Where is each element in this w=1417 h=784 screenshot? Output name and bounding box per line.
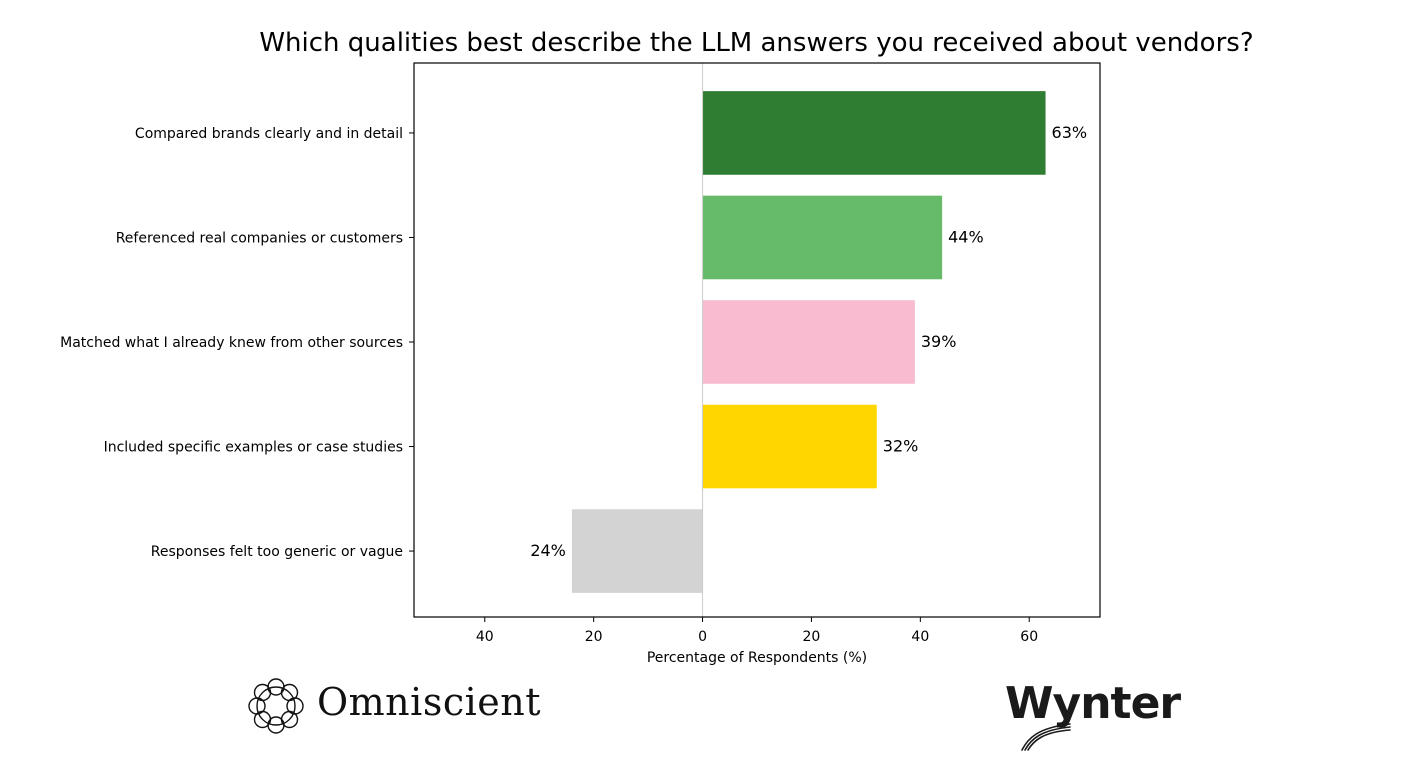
chart: Compared brands clearly and in detail Ref… [60, 62, 1101, 666]
x-tick-label: 20 [803, 629, 821, 645]
y-axis: Compared brands clearly and in detail Ref… [60, 126, 414, 560]
bar [702, 300, 915, 384]
data-label: 63% [1052, 123, 1088, 142]
wynter-swoosh-icon [1021, 723, 1071, 751]
x-tick-label: 0 [698, 629, 707, 645]
bar [702, 195, 943, 280]
y-tick-label: Compared brands clearly and in detail [135, 126, 403, 142]
y-tick-label: Responses felt too generic or vague [151, 544, 403, 560]
x-axis: 40 20 0 20 40 60 [476, 617, 1038, 645]
y-tick-label: Matched what I already knew from other s… [60, 335, 403, 351]
bar [702, 404, 877, 489]
wynter-logo: Wynter [1005, 678, 1181, 729]
x-tick-label: 40 [911, 629, 929, 645]
bar [571, 509, 703, 593]
omniscient-logo [246, 676, 536, 738]
plot-frame [413, 62, 1101, 618]
data-label: 32% [883, 437, 919, 456]
bar [702, 91, 1046, 175]
data-label: 39% [921, 332, 957, 351]
omniscient-logo-text: Omniscient [317, 680, 541, 724]
y-tick-label: Referenced real companies or customers [116, 230, 403, 246]
bars-layer [571, 91, 1046, 593]
data-label: 44% [948, 227, 984, 246]
data-label: 24% [530, 541, 566, 560]
chart-title: Which qualities best describe the LLM an… [259, 28, 1254, 58]
x-tick-label: 40 [476, 629, 494, 645]
x-axis-label: Percentage of Respondents (%) [647, 650, 867, 666]
x-tick-label: 60 [1020, 629, 1038, 645]
data-labels: 63% 44% 39% 32% 24% [530, 123, 1087, 560]
omniscient-knot-icon [248, 678, 304, 734]
x-tick-label: 20 [585, 629, 603, 645]
y-tick-label: Included specific examples or case studi… [104, 440, 403, 456]
